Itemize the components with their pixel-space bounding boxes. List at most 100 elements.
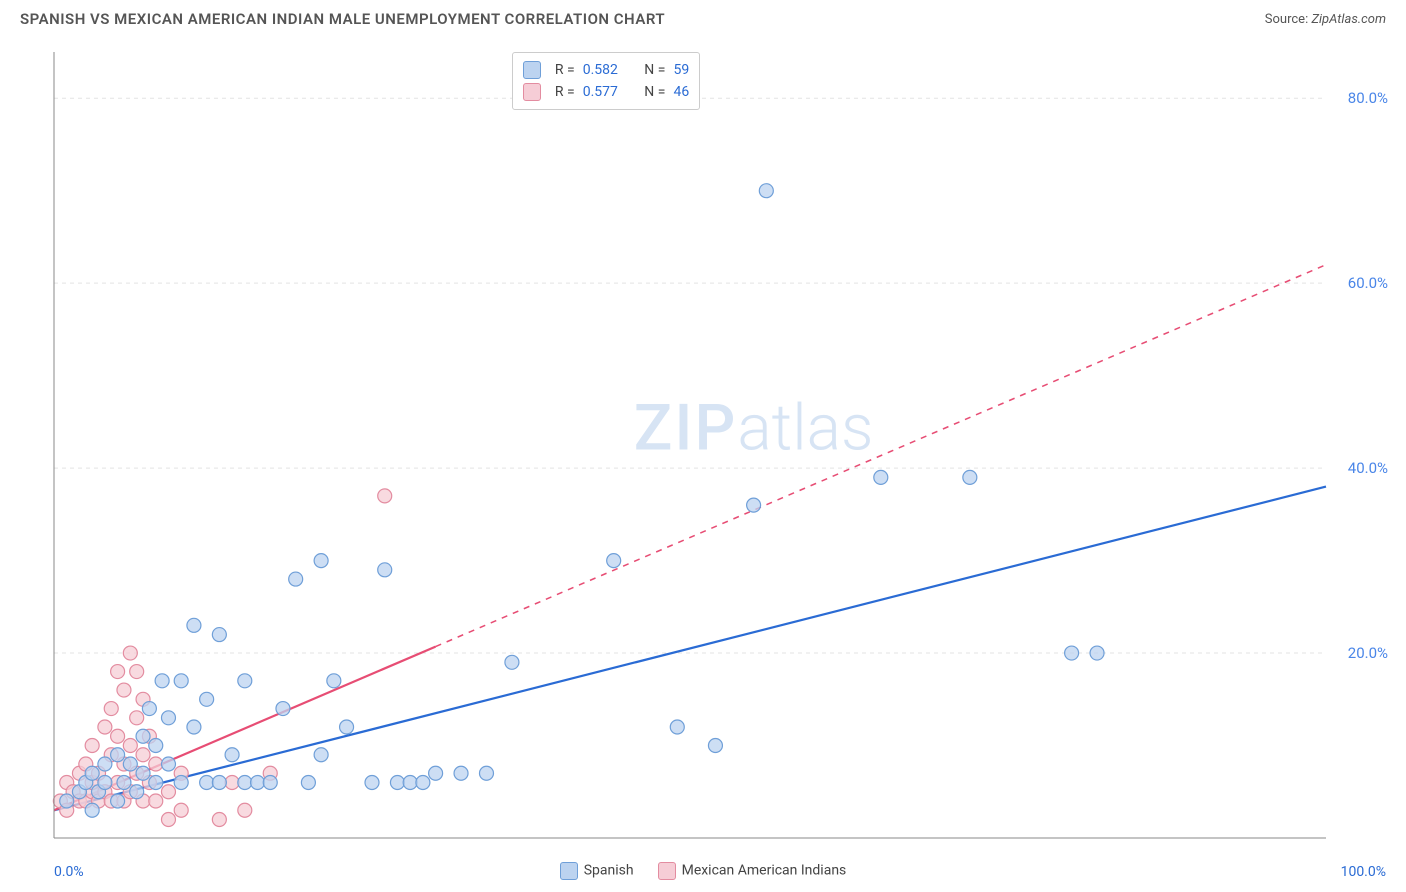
data-point <box>747 498 761 512</box>
y-tick-label: 40.0% <box>1348 459 1388 477</box>
data-point <box>212 813 226 827</box>
data-point <box>276 702 290 716</box>
data-point <box>98 757 112 771</box>
chart-header: SPANISH VS MEXICAN AMERICAN INDIAN MALE … <box>0 0 1406 36</box>
data-point <box>174 674 188 688</box>
n-value: 46 <box>673 81 689 103</box>
data-point <box>111 748 125 762</box>
legend-swatch <box>523 61 541 79</box>
data-point <box>117 683 131 697</box>
data-point <box>155 674 169 688</box>
data-point <box>340 720 354 734</box>
data-point <box>212 628 226 642</box>
n-value: 59 <box>673 59 689 81</box>
data-point <box>429 766 443 780</box>
data-point <box>289 572 303 586</box>
data-point <box>111 665 125 679</box>
data-point <box>416 776 430 790</box>
chart-title: SPANISH VS MEXICAN AMERICAN INDIAN MALE … <box>20 10 665 28</box>
series-legend: Spanish Mexican American Indians <box>0 862 1406 880</box>
data-point <box>607 554 621 568</box>
data-point <box>314 748 328 762</box>
data-point <box>142 702 156 716</box>
data-point <box>161 785 175 799</box>
data-point <box>136 729 150 743</box>
data-point <box>263 776 277 790</box>
data-point <box>174 776 188 790</box>
data-point <box>123 757 137 771</box>
data-point <box>378 489 392 503</box>
data-point <box>314 554 328 568</box>
data-point <box>123 646 137 660</box>
data-point <box>174 803 188 817</box>
data-point <box>200 776 214 790</box>
data-point <box>149 757 163 771</box>
stats-legend-row: R = 0.577 N = 46 <box>523 81 689 103</box>
data-point <box>117 776 131 790</box>
source-citation: Source: ZipAtlas.com <box>1265 12 1386 27</box>
data-point <box>670 720 684 734</box>
data-point <box>130 785 144 799</box>
data-point <box>85 739 99 753</box>
data-point <box>187 618 201 632</box>
source-label: Source: <box>1265 12 1308 27</box>
data-point <box>378 563 392 577</box>
data-point <box>365 776 379 790</box>
data-point <box>479 766 493 780</box>
data-point <box>403 776 417 790</box>
data-point <box>238 674 252 688</box>
data-point <box>104 702 118 716</box>
data-point <box>708 739 722 753</box>
data-point <box>161 813 175 827</box>
data-point <box>111 794 125 808</box>
data-point <box>123 739 137 753</box>
r-label: R = <box>555 59 575 81</box>
data-point <box>130 665 144 679</box>
data-point <box>98 776 112 790</box>
data-point <box>149 794 163 808</box>
data-point <box>130 711 144 725</box>
data-point <box>149 776 163 790</box>
legend-item: Spanish <box>560 862 634 880</box>
legend-item: Mexican American Indians <box>658 862 847 880</box>
data-point <box>454 766 468 780</box>
watermark: ZIPatlas <box>634 391 874 466</box>
data-point <box>98 720 112 734</box>
stats-legend-row: R = 0.582 N = 59 <box>523 59 689 81</box>
scatter-plot: 20.0%40.0%60.0%80.0%ZIPatlas <box>50 48 1396 842</box>
data-point <box>187 720 201 734</box>
data-point <box>161 757 175 771</box>
data-point <box>111 729 125 743</box>
legend-swatch <box>523 83 541 101</box>
data-point <box>1065 646 1079 660</box>
n-label: N = <box>644 81 665 103</box>
y-tick-label: 80.0% <box>1348 89 1388 107</box>
chart-area: 20.0%40.0%60.0%80.0%ZIPatlas <box>50 48 1396 842</box>
legend-swatch <box>560 862 578 880</box>
data-point <box>225 776 239 790</box>
data-point <box>149 739 163 753</box>
legend-swatch <box>658 862 676 880</box>
data-point <box>161 711 175 725</box>
y-tick-label: 60.0% <box>1348 274 1388 292</box>
data-point <box>327 674 341 688</box>
data-point <box>238 776 252 790</box>
r-value: 0.582 <box>583 59 618 81</box>
legend-label: Mexican American Indians <box>682 863 847 879</box>
data-point <box>963 470 977 484</box>
data-point <box>60 794 74 808</box>
data-point <box>301 776 315 790</box>
data-point <box>212 776 226 790</box>
data-point <box>85 803 99 817</box>
r-value: 0.577 <box>583 81 618 103</box>
data-point <box>874 470 888 484</box>
data-point <box>390 776 404 790</box>
data-point <box>136 748 150 762</box>
legend-label: Spanish <box>584 863 634 879</box>
stats-legend: R = 0.582 N = 59R = 0.577 N = 46 <box>512 52 700 110</box>
data-point <box>759 184 773 198</box>
n-label: N = <box>644 59 665 81</box>
data-point <box>225 748 239 762</box>
source-value: ZipAtlas.com <box>1311 12 1386 27</box>
r-label: R = <box>555 81 575 103</box>
